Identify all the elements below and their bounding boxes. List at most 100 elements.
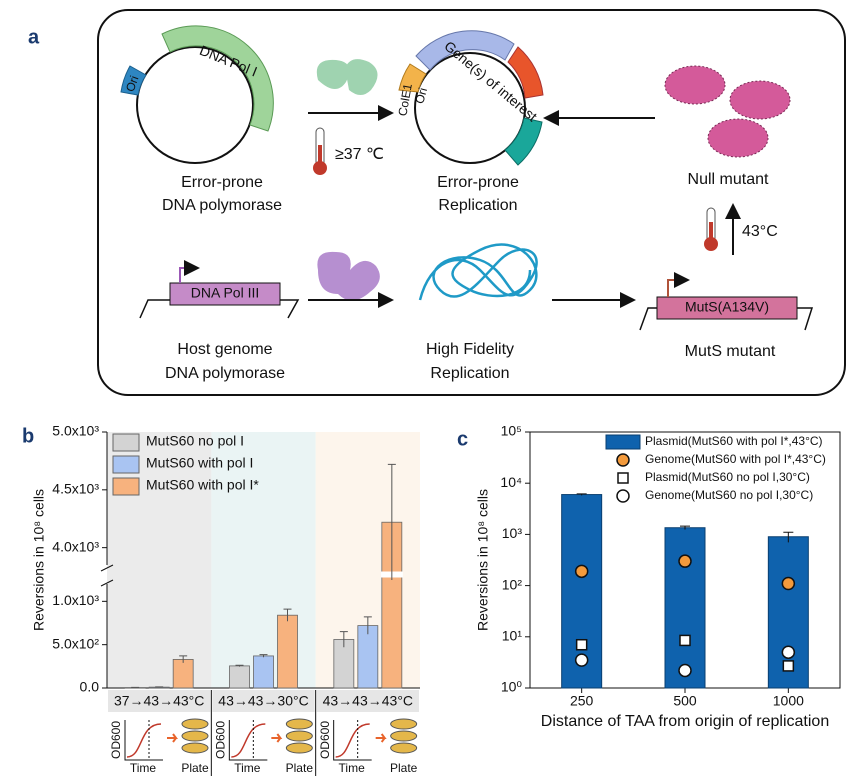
growth-curve: [126, 723, 162, 758]
cell: [729, 80, 791, 120]
axis-break: [100, 564, 114, 587]
legend-label: MutS60 no pol I: [146, 433, 244, 449]
y-tick-label: 4.0x10³: [52, 538, 99, 554]
inset-axes: [333, 720, 372, 761]
x-tick-label: 43→43→43°C: [323, 693, 413, 709]
error-bar: [363, 616, 372, 635]
thermometer-bulb: [704, 237, 718, 251]
error-bar: [179, 655, 188, 663]
group-background: [107, 432, 212, 688]
y-tick-label: 5.0x10²: [52, 635, 99, 651]
x-tick-label: 250: [570, 693, 594, 709]
y-tick-label: 4.5x10³: [52, 481, 99, 497]
plate: [181, 730, 209, 742]
caption: Null mutant: [688, 171, 769, 188]
panel-label: b: [22, 425, 34, 447]
ori-label: Ori: [123, 74, 142, 94]
y-tick-label: 0.0: [80, 679, 100, 695]
temperature: ≥37 ℃: [335, 146, 384, 163]
y-tick-label: 10⁴: [500, 474, 522, 490]
point: [574, 564, 589, 579]
bar: [229, 665, 250, 689]
caption: Replication: [438, 197, 517, 214]
bar: [172, 659, 194, 689]
inset-y-label: OD600: [109, 721, 123, 759]
category-strip: [108, 690, 211, 712]
gene-label: MutS(A134V): [685, 299, 769, 315]
y-axis-label: Reversions in 10⁸ cells: [31, 489, 47, 631]
caption: Error-prone: [181, 174, 263, 191]
genome-tangle: [418, 243, 538, 301]
x-tick-label: 43→43→30°C: [218, 693, 308, 709]
bar: [561, 494, 603, 689]
legend-swatch: [617, 472, 629, 484]
inset-axes: [124, 720, 163, 761]
growth-curve: [231, 723, 266, 758]
point: [781, 645, 796, 659]
legend-swatch: [112, 477, 140, 496]
inset-x-label: Time: [130, 761, 157, 775]
group-background: [211, 432, 316, 688]
error-bar: [576, 493, 587, 496]
plate: [390, 742, 418, 754]
chart-c: 10⁰ 10¹ 10² 10³ 10⁴ 10⁵ Reversions in 10⁸ cell…: [475, 423, 841, 730]
gene-box: [169, 282, 281, 306]
category-strip: [316, 690, 419, 712]
y-tick-label: 10¹: [502, 628, 523, 644]
caption: Replication: [430, 365, 509, 382]
gene-segment: [415, 30, 515, 71]
gene-box: [656, 296, 798, 320]
thermometer-fill: [709, 222, 713, 242]
bar: [357, 625, 379, 689]
point: [781, 576, 796, 591]
x-tick-label: 1000: [773, 693, 804, 709]
plate: [285, 730, 313, 742]
y-tick-label: 10²: [502, 576, 523, 592]
inset-x-label: Time: [234, 761, 261, 775]
point: [782, 660, 795, 672]
caption: DNA polymorase: [162, 197, 282, 214]
ori-block: [120, 65, 147, 96]
inset-y-label: OD600: [318, 721, 332, 759]
enzyme: [317, 251, 380, 301]
legend-label: Genome(MutS60 with pol I*,43°C): [645, 452, 826, 466]
legend-label: MutS60 with pol I*: [146, 477, 259, 493]
caption: High Fidelity: [426, 341, 514, 358]
x-tick-label: 37→43→43°C: [114, 693, 204, 709]
panel-label: a: [28, 26, 40, 48]
bar: [277, 614, 298, 689]
cell: [664, 65, 726, 105]
chart-b: 0.0 5.0x10² 1.0x10³ 4.0x10³ 4.5x10³ 5.0x10³ Re…: [31, 423, 420, 776]
plasmid: [414, 52, 526, 164]
cell: [707, 118, 769, 158]
legend-label: Plasmid(MutS60 no pol I,30°C): [645, 470, 810, 484]
y-tick-label: 1.0x10³: [52, 592, 99, 608]
plate: [181, 742, 209, 754]
error-bar: [339, 631, 348, 648]
legend-label: Plasmid(MutS60 with pol I*,43°C): [645, 434, 823, 448]
inset-arrow: [375, 733, 387, 743]
panel-frame: [97, 9, 846, 396]
error-bar: [283, 608, 292, 622]
category-strip: [212, 690, 315, 712]
temperature: 43°C: [742, 223, 778, 240]
gene-segment: [507, 46, 544, 99]
legend-swatch: [616, 453, 630, 467]
enzyme: [316, 59, 378, 95]
inset-arrow: [271, 733, 283, 743]
inset-plate-label: Plate: [286, 761, 314, 775]
promoter: [667, 272, 690, 297]
inset-plate-label: Plate: [390, 761, 418, 775]
inset-arrow: [167, 733, 178, 743]
legend-label: Genome(MutS60 no pol I,30°C): [645, 488, 813, 502]
x-tick-label: 500: [673, 693, 697, 709]
point: [575, 638, 588, 651]
point: [678, 663, 692, 678]
gene-label: DNA Pol III: [191, 285, 259, 301]
bar: [253, 655, 274, 689]
caption: Error-prone: [437, 174, 519, 191]
gene-segment: [504, 117, 543, 166]
y-tick-label: 10³: [502, 525, 523, 541]
legend-swatch: [112, 433, 140, 452]
inset-axes: [228, 720, 268, 761]
